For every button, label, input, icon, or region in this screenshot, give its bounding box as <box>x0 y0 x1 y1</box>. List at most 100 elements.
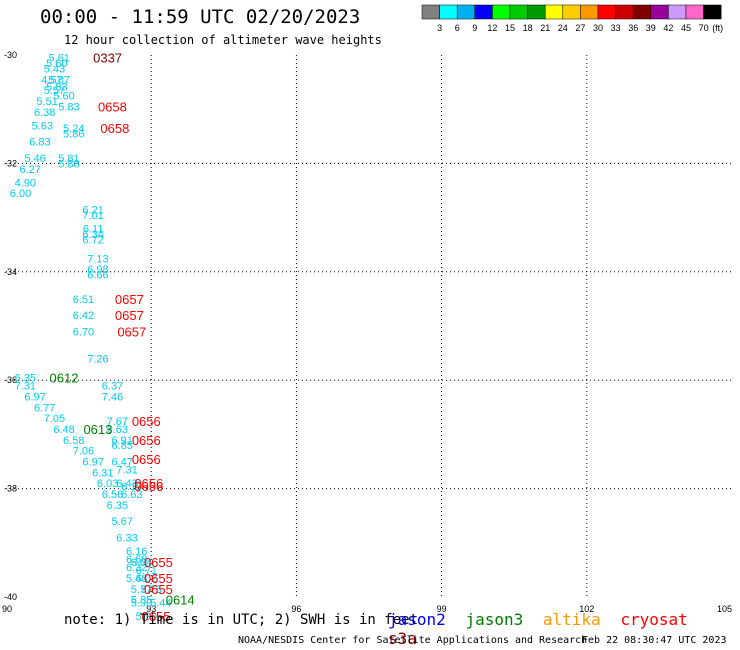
swh-value: 6.42 <box>73 310 94 322</box>
x-tick-label: 99 <box>437 604 447 614</box>
swh-value: 6.63 <box>107 424 128 436</box>
legend-jason3: jason3 <box>465 610 524 629</box>
swh-value: 5.24 <box>63 123 84 135</box>
colorbar-tick: 15 <box>505 23 515 33</box>
swh-value: 5.60 <box>46 58 67 70</box>
swh-value: 5.75 <box>140 584 161 596</box>
swh-value: 6.97 <box>24 391 45 403</box>
swh-value: 5.63 <box>32 120 53 132</box>
swh-value: 6.32 <box>126 562 147 574</box>
swh-value: 5.57 <box>44 85 65 97</box>
swh-value: 4.57 <box>41 74 62 86</box>
swh-value: 6.48 <box>53 424 74 436</box>
pass-labels: 0337065806580657065706570612065606130656… <box>50 51 195 624</box>
pass-label: 0655 <box>144 571 173 586</box>
y-tick-label: -38 <box>4 484 17 494</box>
y-tick-label: -36 <box>4 375 17 385</box>
swh-points: 5.615.605.434.575.875.835.575.605.51 5.83… <box>10 53 172 623</box>
colorbar-unit: (ft) <box>712 23 723 33</box>
swh-value: 5.90 <box>131 597 152 609</box>
colorbar-tick: 45 <box>681 23 691 33</box>
swh-value: 5.61 <box>49 53 70 65</box>
footnote: note: 1) Time is in UTC; 2) SWH is in fe… <box>64 612 419 628</box>
legend-cryosat: cryosat <box>620 610 688 629</box>
colorbar-swatch <box>580 4 599 20</box>
swh-value: 5.60 <box>53 91 74 103</box>
swh-value: 6.34 <box>82 229 103 241</box>
colorbar-tick: 12 <box>487 23 497 33</box>
swh-value: 6.83 <box>29 137 50 149</box>
swh-value: 6.37 <box>102 381 123 393</box>
swh-value: 5.90 <box>136 611 157 623</box>
pass-label: 0655 <box>144 555 173 570</box>
colorbar-swatch <box>685 4 704 20</box>
pass-label: 0658 <box>98 99 127 114</box>
pass-label: 0612 <box>50 370 79 385</box>
swh-value: 7.01 <box>82 210 103 222</box>
swh-value: 6.51 <box>73 294 94 306</box>
swh-value: 6.63 <box>121 489 142 501</box>
swh-value: 5.81 <box>58 153 79 165</box>
swh-value: 6.98 <box>87 264 108 276</box>
pass-label: 0657 <box>115 292 144 307</box>
swh-value: 5.77 <box>131 584 152 596</box>
colorbar-tick: 27 <box>575 23 585 33</box>
colorbar: 3 6 9 12 15 18 21 24 27 30 33 36 39 42 45 70 (ft) <box>421 4 723 33</box>
x-tick-label: 96 <box>291 604 301 614</box>
swh-value: 7.06 <box>73 446 94 458</box>
colorbar-swatch <box>421 4 440 20</box>
swh-value: 6.70 <box>73 326 94 338</box>
chart-title: 00:00 - 11:59 UTC 02/20/2023 <box>40 6 361 28</box>
colorbar-swatch <box>456 4 476 20</box>
swh-value: 6.47 <box>111 457 132 469</box>
pass-label: 0656 <box>132 414 161 429</box>
colorbar-swatch <box>632 4 652 20</box>
swh-value: 6.58 <box>63 435 84 447</box>
colorbar-swatch <box>615 4 634 20</box>
pass-label: 0657 <box>115 308 144 323</box>
colorbar-tick: 42 <box>663 23 673 33</box>
swh-value: 5.46 <box>24 153 45 165</box>
pass-label: 0656 <box>134 476 163 491</box>
swh-value: 6.03 <box>97 478 118 490</box>
colorbar-swatch <box>492 4 511 20</box>
colorbar-swatch <box>597 4 616 20</box>
generated-timestamp: Feb 22 08:30:47 UTC 2023 <box>582 635 727 646</box>
colorbar-tick: 33 <box>611 23 621 33</box>
legend-altika: altika <box>542 610 601 629</box>
colorbar-tick: 30 <box>593 23 603 33</box>
swh-value: 6.97 <box>82 457 103 469</box>
colorbar-tick: 6 <box>455 23 460 33</box>
colorbar-swatch <box>703 4 722 20</box>
satellite-legend: jason2 jason3 altika cryosat s3a <box>388 610 740 648</box>
swh-value: 6.21 <box>82 204 103 216</box>
colorbar-tick: 3 <box>437 23 442 33</box>
swh-value: 5.43 <box>44 64 65 76</box>
colorbar-tick: 18 <box>523 23 533 33</box>
x-tick-label: 93 <box>146 604 156 614</box>
swh-value: 6.35 <box>15 372 36 384</box>
swh-value: 6.11 <box>83 223 104 235</box>
swh-value: 7.26 <box>87 354 108 366</box>
y-tick-label: -34 <box>4 267 17 277</box>
swh-value: 6.72 <box>82 234 103 246</box>
swh-value: 6.35 <box>107 500 128 512</box>
colorbar-swatch <box>527 4 546 20</box>
swh-value: 5.67 <box>111 516 132 528</box>
credit-line: NOAA/NESDIS Center for Satellite Applica… <box>238 635 588 646</box>
swh-value: 7.05 <box>44 413 65 425</box>
swh-value: 6.31 <box>92 467 113 479</box>
colorbar-swatch <box>544 4 564 20</box>
pass-label: 0658 <box>100 121 129 136</box>
legend-s3a: s3a <box>388 629 417 648</box>
swh-value: 6.00 <box>10 188 31 200</box>
y-tick-label: -30 <box>4 50 17 60</box>
colorbar-swatch <box>562 4 581 20</box>
colorbar-swatch <box>439 4 458 20</box>
swh-value: 6.56 <box>102 489 123 501</box>
swh-value: 6.38 <box>34 107 55 119</box>
colorbar-tick: 39 <box>646 23 656 33</box>
swh-value: 6.19 <box>121 481 142 493</box>
legend-jason2: jason2 <box>388 610 446 629</box>
